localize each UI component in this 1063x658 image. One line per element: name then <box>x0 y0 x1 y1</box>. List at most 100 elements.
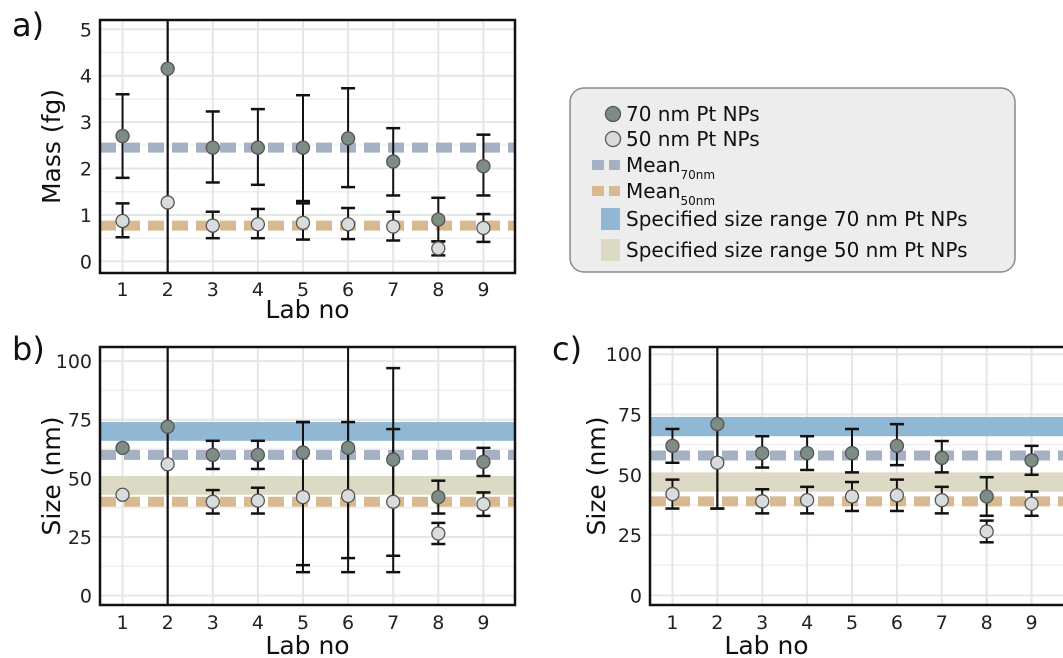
y-axis-label: Mass (fg) <box>37 89 66 204</box>
y-axis-label: Size (nm) <box>37 417 66 536</box>
data-point-50nm <box>295 215 311 231</box>
x-tick-label: 4 <box>801 612 813 634</box>
axes-frame <box>98 18 517 275</box>
legend-label-text: Mean <box>626 179 681 203</box>
y-tick-label: 75 <box>68 410 92 432</box>
data-point-50nm <box>431 241 446 256</box>
data-point-50nm <box>476 220 491 236</box>
data-point-70nm <box>205 140 220 155</box>
y-tick-label: 5 <box>80 19 92 41</box>
x-tick-label: 7 <box>387 612 399 634</box>
y-tick-label: 3 <box>80 112 92 134</box>
data-point-70nm <box>386 154 401 169</box>
error-bar <box>341 347 356 574</box>
y-tick-label: 0 <box>80 586 92 608</box>
data-point-50nm <box>799 492 815 508</box>
data-point-70nm <box>755 445 770 461</box>
x-tick-label: 9 <box>1026 612 1038 634</box>
panel-b-size-chart: 0 25 50 75 100 1 2 3 4 5 6 7 8 9 Lab no Size (nm) b) <box>12 330 517 658</box>
data-point-70nm <box>476 159 491 174</box>
data-point-50nm <box>160 195 175 210</box>
spec-band-50nm <box>100 476 515 495</box>
data-point-70nm <box>889 438 905 454</box>
y-tick-label: 25 <box>68 527 92 549</box>
data-point-50nm <box>889 488 905 503</box>
x-tick-label: 1 <box>117 279 129 301</box>
data-point-70nm <box>799 445 815 461</box>
data-point-70nm <box>844 445 860 461</box>
data-point-70nm <box>115 128 130 144</box>
y-tick-label: 0 <box>80 251 92 273</box>
legend-item: Mean70nm <box>592 153 715 182</box>
data-point-50nm <box>665 486 680 502</box>
error-bar <box>386 366 401 574</box>
x-tick-label: 6 <box>891 612 903 634</box>
x-axis-label: Lab no <box>265 631 349 658</box>
legend-box <box>569 87 1016 273</box>
panel-c-size-chart: 0 25 50 75 100 1 2 3 4 5 6 7 8 9 Lab no Size (nm) c) <box>552 330 1063 658</box>
panel-label: c) <box>552 330 582 368</box>
x-tick-label: 8 <box>432 279 444 301</box>
x-tick-label: 6 <box>342 612 354 634</box>
legend-item: Specified size range 50 nm Pt NPs <box>601 238 968 262</box>
y-tick-label: 50 <box>68 468 92 490</box>
x-tick-label: 7 <box>936 612 948 634</box>
legend-label-text: Specified size range 70 nm Pt NPs <box>626 207 968 231</box>
x-tick-label: 2 <box>162 279 174 301</box>
y-tick-label: 25 <box>618 525 642 547</box>
data-point-50nm <box>844 489 860 504</box>
data-point-50nm <box>979 524 994 539</box>
y-tick-label: 0 <box>630 585 642 607</box>
data-point-50nm <box>386 494 401 509</box>
data-point-70nm <box>476 454 491 470</box>
data-point-50nm <box>295 489 311 505</box>
axes-frame <box>98 345 517 607</box>
x-tick-label: 4 <box>252 612 264 634</box>
y-tick-label: 4 <box>80 66 92 88</box>
legend-marker-icon <box>604 130 622 148</box>
data-point-50nm <box>934 492 949 508</box>
data-point-70nm <box>340 440 356 456</box>
legend-item: Specified size range 70 nm Pt NPs <box>601 207 968 231</box>
x-axis-label: Lab no <box>265 295 349 324</box>
data-point-70nm <box>1024 453 1039 468</box>
data-point-70nm <box>665 438 680 454</box>
legend-label: Mean70nm <box>626 153 715 182</box>
data-point-50nm <box>205 494 220 509</box>
panel-label: a) <box>12 6 44 44</box>
data-point-50nm <box>115 487 130 502</box>
data-point-70nm <box>250 447 266 463</box>
data-point-50nm <box>250 493 266 508</box>
x-tick-label: 6 <box>342 279 354 301</box>
spec-band-70nm <box>100 422 515 441</box>
x-tick-label: 5 <box>297 612 309 634</box>
data-point-70nm <box>295 445 311 460</box>
legend-label-subscript: 70nm <box>681 168 716 182</box>
spec-band-70nm <box>650 416 1063 437</box>
x-tick-label: 3 <box>207 279 219 301</box>
x-tick-label: 3 <box>207 612 219 634</box>
x-tick-label: 9 <box>477 279 489 301</box>
axes-frame <box>648 345 1063 607</box>
legend-band-icon <box>601 239 620 261</box>
legend-marker-icon <box>604 105 622 123</box>
legend-label: 70 nm Pt NPs <box>626 102 760 126</box>
legend-label: Specified size range 50 nm Pt NPs <box>626 238 968 262</box>
y-tick-label: 100 <box>606 344 642 366</box>
legend-label-text: Mean <box>626 153 681 177</box>
panel-label: b) <box>12 330 45 368</box>
data-point-50nm <box>386 219 401 234</box>
data-point-70nm <box>431 212 446 227</box>
legend-band-icon <box>601 208 620 230</box>
x-tick-label: 3 <box>756 612 768 634</box>
legend-label: Mean50nm <box>626 179 715 208</box>
legend-item: Mean50nm <box>592 179 715 208</box>
data-point-70nm <box>934 450 949 466</box>
legend-item: 50 nm Pt NPs <box>604 127 760 151</box>
y-tick-label: 50 <box>618 465 642 487</box>
data-point-50nm <box>205 218 220 233</box>
y-tick-label: 2 <box>80 159 92 181</box>
y-tick-label: 100 <box>56 351 92 373</box>
data-point-50nm <box>115 213 130 229</box>
